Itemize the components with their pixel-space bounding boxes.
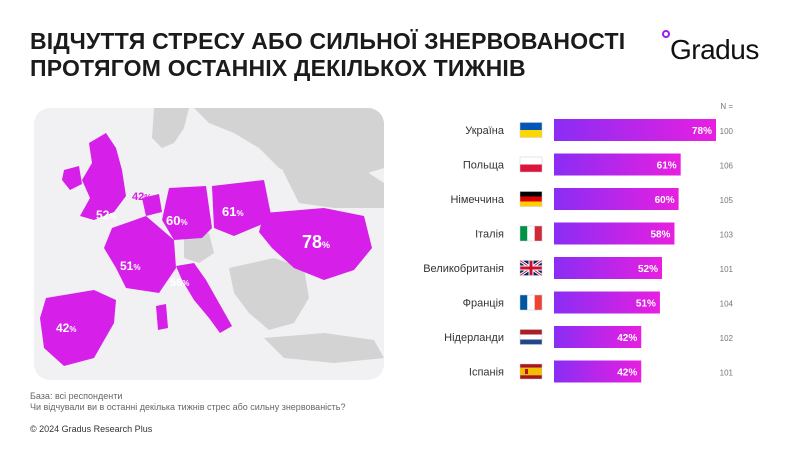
bar-chart: N = Україна 78% 100 Польща 61% 106 Німеччина 60…: [400, 95, 800, 385]
bar: [554, 326, 642, 348]
spain-shape: [40, 290, 116, 366]
bar-row: Нідерланди 42% 102: [444, 326, 734, 348]
ukraine-flag-icon: [519, 122, 543, 138]
italy-flag-icon: [519, 225, 543, 242]
sardinia-shape: [156, 304, 168, 330]
turkey-shape: [264, 333, 384, 363]
bar-value-label: 42%: [617, 368, 637, 379]
bar-row: Україна 78% 100: [465, 119, 734, 141]
germany-flag-icon: [519, 191, 543, 207]
category-label: Польща: [463, 160, 505, 172]
bar-row: Італія 58% 103: [475, 222, 734, 245]
category-label: Нідерланди: [444, 332, 504, 344]
italy-shape: [176, 263, 232, 333]
logo-dot-icon: [662, 30, 670, 38]
bar-value-label: 42%: [617, 333, 637, 344]
bar-value-label: 52%: [638, 264, 658, 275]
category-label: Італія: [475, 229, 504, 241]
bar-row: Польща 61% 106: [463, 153, 734, 176]
gradus-logo: Gradus: [662, 30, 782, 70]
bar: [554, 257, 662, 279]
bar-row: Великобританія 52% 101: [423, 257, 734, 279]
map-label-uk: 52%: [96, 208, 116, 222]
sample-size-label: 103: [720, 231, 734, 240]
uk-flag-icon: [519, 259, 543, 277]
bar-row: Франція 51% 104: [463, 291, 734, 314]
category-label: Німеччина: [450, 194, 504, 206]
ukraine-shape: [259, 208, 372, 280]
map-label-fr: 51%: [120, 259, 140, 273]
n-header: N =: [720, 102, 733, 111]
netherlands-shape: [142, 194, 162, 216]
bar: [554, 119, 716, 141]
category-label: Іспанія: [469, 367, 504, 379]
bar-row: Іспанія 42% 101: [469, 360, 734, 383]
sample-size-label: 104: [720, 300, 734, 309]
logo-text: Gradus: [670, 34, 759, 65]
france-flag-icon: [519, 294, 543, 311]
map-highlight-countries: [40, 133, 372, 366]
footer-copyright: © 2024 Gradus Research Plus: [30, 424, 153, 434]
france-shape: [104, 216, 176, 293]
footer-question: Чи відчували ви в останні декілька тижні…: [30, 402, 346, 412]
poland-flag-icon: [519, 156, 543, 173]
bar-chart-svg: N = Україна 78% 100 Польща 61% 106 Німеччина 60…: [423, 102, 734, 383]
scandinavia-shape: [152, 108, 189, 148]
footer-base: База: всі респонденти: [30, 391, 123, 401]
map-label-ua: 78%: [302, 232, 330, 252]
map-label-de: 60%: [166, 213, 188, 228]
europe-map-svg: 52% 42% 60% 61% 78% 51% 58% 42%: [40, 108, 384, 366]
uk-shape: [80, 133, 126, 220]
poland-shape: [212, 180, 272, 236]
belarus-baltics-shape: [279, 158, 384, 208]
sample-size-label: 102: [720, 334, 734, 343]
category-label: Великобританія: [423, 263, 504, 275]
switzerland-austria-shape: [184, 233, 214, 263]
category-label: Франція: [463, 298, 504, 310]
category-label: Україна: [465, 125, 505, 137]
bar: [554, 153, 681, 176]
sample-size-label: 100: [720, 127, 734, 136]
sample-size-label: 105: [720, 196, 734, 205]
bar-value-label: 78%: [692, 126, 712, 137]
sample-size-label: 101: [720, 369, 734, 378]
germany-shape: [162, 186, 212, 240]
netherlands-flag-icon: [519, 329, 543, 345]
bar-value-label: 51%: [636, 299, 656, 310]
bar: [554, 222, 675, 245]
bar: [554, 360, 642, 383]
map-label-it: 58%: [170, 277, 189, 289]
spain-flag-icon: [519, 363, 543, 380]
map-label-nl: 42%: [132, 191, 151, 203]
bar-row: Німеччина 60% 105: [450, 188, 734, 210]
title-line-1: ВІДЧУТТЯ СТРЕСУ АБО СИЛЬНОЇ ЗНЕРВОВАНОСТ…: [30, 28, 626, 54]
bar-value-label: 61%: [657, 161, 677, 172]
page-title: ВІДЧУТТЯ СТРЕСУ АБО СИЛЬНОЇ ЗНЕРВОВАНОСТ…: [30, 28, 625, 82]
map-label-pl: 61%: [222, 204, 244, 219]
sample-size-label: 101: [720, 265, 734, 274]
map-background-land: [152, 108, 384, 363]
sample-size-label: 106: [720, 162, 734, 171]
bar: [554, 188, 679, 210]
bar-value-label: 60%: [655, 195, 675, 206]
title-line-2: ПРОТЯГОМ ОСТАННІХ ДЕКІЛЬКОХ ТИЖНІВ: [30, 55, 526, 81]
bar: [554, 291, 660, 314]
europe-map: 52% 42% 60% 61% 78% 51% 58% 42%: [34, 108, 384, 380]
map-value-labels: 52% 42% 60% 61% 78% 51% 58% 42%: [56, 191, 330, 335]
bar-value-label: 58%: [650, 230, 670, 241]
ireland-shape: [62, 166, 82, 190]
map-label-es: 42%: [56, 321, 76, 335]
balkans-shape: [229, 258, 309, 330]
